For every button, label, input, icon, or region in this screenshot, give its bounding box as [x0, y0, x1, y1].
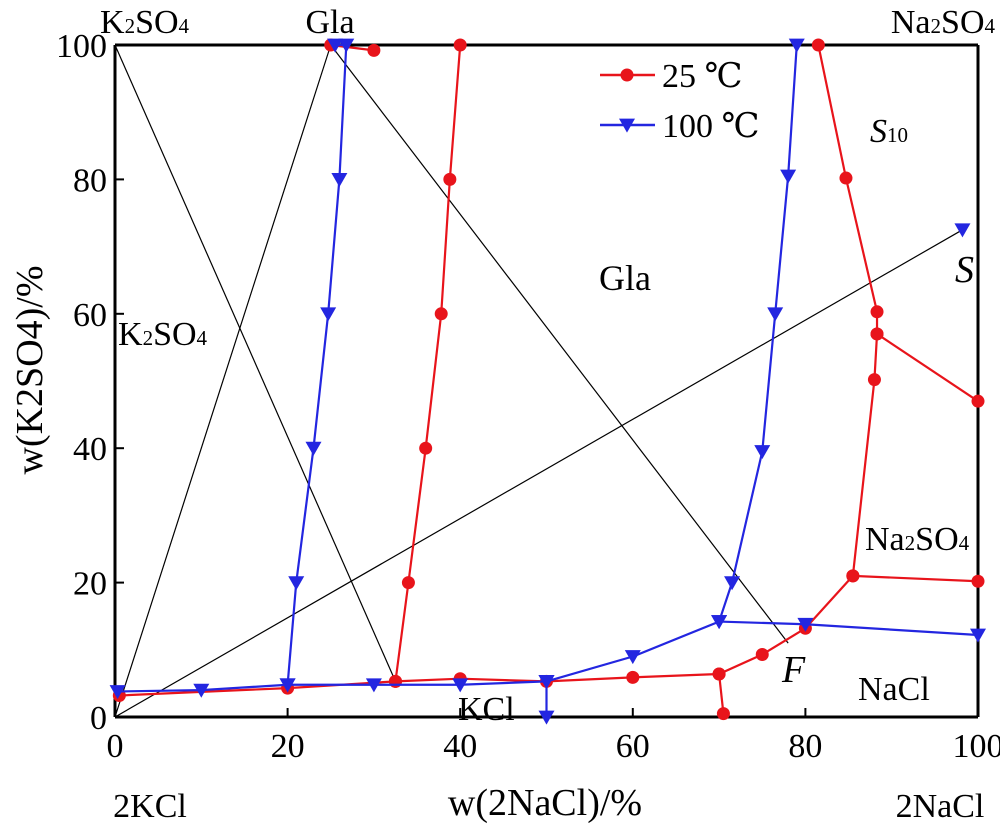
annotation-region-gla: Gla: [599, 258, 651, 298]
x-tick-label: 60: [616, 728, 650, 765]
data-point: [338, 38, 355, 53]
data-point: [788, 38, 805, 53]
series-line-segment: [876, 333, 979, 403]
x-tick-label: 20: [271, 728, 305, 765]
annotation-point-s: S: [955, 249, 974, 291]
data-point: [331, 173, 348, 187]
series-line-segment: [718, 673, 725, 714]
annotation-corner-bl: 2KCl: [113, 788, 187, 825]
data-point: [867, 373, 881, 387]
data-point: [626, 670, 640, 684]
y-tick-label: 20: [73, 566, 107, 603]
annotation-corner-tr: Na2SO4: [891, 4, 996, 41]
series-line-segment: [718, 44, 798, 622]
data-point: [327, 38, 344, 53]
reference-line-0: [114, 44, 397, 682]
x-axis-label: w(2NaCl)/%: [448, 782, 642, 824]
series-line-segment: [817, 44, 879, 577]
annotation-region-k2so4: K2SO4: [118, 316, 208, 353]
data-point: [401, 576, 415, 590]
plot-frame: [113, 43, 980, 719]
data-point: [846, 569, 860, 583]
data-point: [971, 394, 985, 408]
legend-marker: [620, 68, 634, 82]
data-point: [279, 678, 296, 693]
reference-line-1: [114, 44, 332, 718]
legend-label: 100 ℃: [662, 108, 760, 145]
data-point: [453, 38, 467, 52]
data-point: [193, 683, 210, 698]
data-point: [839, 171, 853, 185]
data-point: [452, 678, 469, 693]
legend: 25 ℃ 100 ℃: [600, 58, 760, 145]
annotation-region-nacl: NaCl: [858, 671, 930, 708]
y-tick-label: 60: [73, 297, 107, 334]
data-point: [711, 615, 728, 630]
x-tick-label: 100: [953, 728, 1000, 765]
data-point: [320, 307, 337, 322]
data-point: [870, 305, 884, 319]
x-tick-label: 80: [788, 728, 822, 765]
series-25C: [112, 38, 985, 721]
data-point: [388, 674, 402, 688]
y-tick-label: 100: [56, 28, 107, 65]
data-point: [870, 327, 884, 341]
annotation-corner-br: 2NaCl: [896, 788, 985, 825]
reference-line-2: [330, 44, 789, 644]
legend-marker: [619, 118, 635, 133]
data-point: [538, 674, 555, 689]
series-line-segment: [394, 44, 462, 682]
annotations: K2SO4 Gla Na2SO4 2KCl 2NaCl K2SO4 Gla S10 Na2SO4…: [100, 4, 996, 825]
data-point: [767, 307, 784, 322]
legend-label: 25 ℃: [662, 58, 743, 95]
data-point: [365, 678, 382, 693]
data-point: [724, 576, 741, 591]
data-point: [109, 685, 126, 700]
series-line-segment: [117, 680, 547, 693]
data-point: [755, 648, 769, 662]
reference-lines: [114, 44, 963, 718]
series-layer: [109, 38, 986, 725]
data-point: [443, 172, 457, 186]
annotation-region-s10: S10: [870, 113, 908, 150]
series-100C: [109, 38, 986, 725]
x-tick-label: 40: [443, 728, 477, 765]
data-point: [288, 576, 305, 591]
data-point: [367, 43, 381, 57]
annotation-corner-top-gla: Gla: [305, 4, 354, 41]
data-point: [811, 38, 825, 52]
x-tick-label: 0: [107, 728, 124, 765]
data-point: [712, 667, 726, 681]
data-point: [954, 223, 971, 238]
data-point: [716, 707, 730, 721]
y-tick-label: 40: [73, 431, 107, 468]
data-point: [419, 441, 433, 455]
data-point: [305, 441, 322, 456]
data-point: [538, 710, 555, 725]
annotation-corner-tl: K2SO4: [100, 4, 190, 41]
data-point: [624, 650, 641, 665]
data-point: [970, 628, 986, 643]
reference-line-3: [114, 229, 963, 718]
y-tick-label: 0: [90, 700, 107, 737]
data-point: [754, 445, 771, 460]
annotation-region-kcl: KCl: [458, 691, 515, 728]
annotation-point-f: F: [781, 649, 806, 691]
axis-ticks: 0 20 40 60 80 100 0 20 40 60 80 100 w(2NaCl)/% w(K2SO…: [9, 28, 1000, 824]
data-point: [780, 169, 797, 184]
y-axis-label: w(K2SO4)/%: [9, 266, 51, 475]
data-point: [797, 617, 814, 632]
y-tick-label: 80: [73, 162, 107, 199]
data-point: [971, 574, 985, 588]
annotation-region-na2so4: Na2SO4: [865, 521, 970, 558]
data-point: [434, 307, 448, 321]
